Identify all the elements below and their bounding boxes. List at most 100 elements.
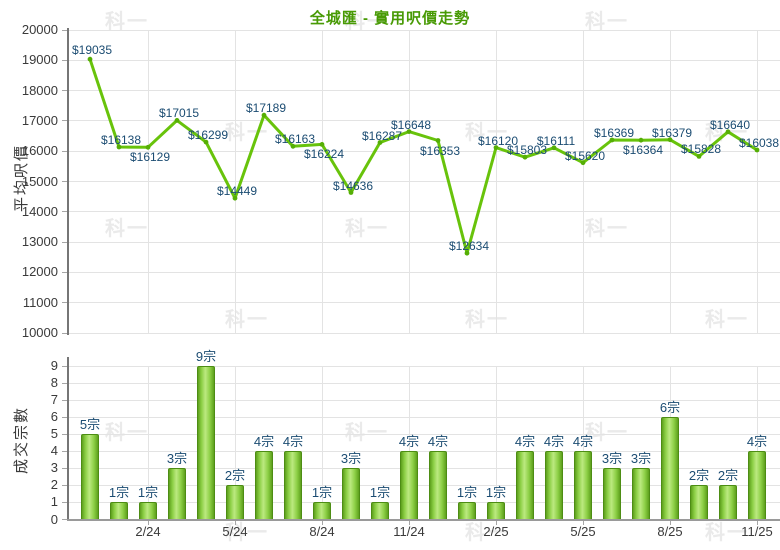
bar bbox=[487, 502, 505, 520]
gridline bbox=[68, 29, 780, 31]
x-axis-line bbox=[67, 519, 780, 521]
x-axis-tick bbox=[322, 521, 323, 525]
bar-value-label: 3宗 bbox=[340, 451, 362, 466]
y-tick-label: 20000 bbox=[21, 22, 58, 37]
bar bbox=[313, 502, 331, 520]
gridline bbox=[756, 366, 758, 520]
x-tick-label: 11/24 bbox=[393, 524, 425, 539]
gridline bbox=[68, 302, 780, 304]
bar bbox=[690, 485, 708, 520]
y-axis-tick bbox=[62, 467, 67, 469]
bar bbox=[748, 451, 766, 520]
gridline bbox=[147, 30, 149, 333]
watermark-text: 科一 bbox=[225, 522, 269, 544]
bar-value-label: 1宗 bbox=[311, 485, 333, 500]
point-value-label: $14636 bbox=[332, 179, 374, 193]
x-tick-label: 2/24 bbox=[135, 524, 161, 539]
bar-value-label: 4宗 bbox=[746, 434, 768, 449]
gridline bbox=[495, 30, 497, 333]
bar-value-label: 1宗 bbox=[137, 485, 159, 500]
gridline bbox=[68, 484, 780, 486]
bar-value-label: 4宗 bbox=[572, 434, 594, 449]
point-value-label: $16379 bbox=[651, 126, 693, 140]
point-value-label: $17015 bbox=[158, 106, 200, 120]
y-axis-tick bbox=[62, 450, 67, 452]
watermark-text: 科一 bbox=[345, 11, 389, 33]
point-value-label: $17189 bbox=[245, 101, 287, 115]
gridline bbox=[68, 90, 780, 92]
y-tick-label: 18000 bbox=[21, 82, 58, 98]
gridline bbox=[495, 366, 497, 520]
y-tick-label: 19000 bbox=[21, 52, 58, 68]
bar bbox=[168, 468, 186, 520]
y-tick-label: 4 bbox=[50, 443, 58, 459]
gridline bbox=[408, 366, 410, 520]
gridline bbox=[582, 366, 584, 520]
point-value-label: $16640 bbox=[709, 118, 751, 132]
x-tick-label: 8/24 bbox=[309, 524, 335, 539]
y-tick-label: 8 bbox=[50, 375, 58, 391]
y-tick-label: 7 bbox=[50, 392, 58, 408]
x-axis-tick bbox=[583, 521, 584, 525]
y-tick-label: 2 bbox=[50, 477, 58, 493]
bar-value-label: 3宗 bbox=[166, 451, 188, 466]
gridline bbox=[582, 30, 584, 333]
x-tick-label: 8/25 bbox=[657, 524, 683, 539]
y-axis-tick bbox=[62, 382, 67, 384]
watermark-text: 科一 bbox=[465, 522, 509, 544]
gridline bbox=[234, 366, 236, 520]
point-value-label: $16287 bbox=[361, 129, 403, 143]
y-axis-line bbox=[67, 28, 69, 335]
bar bbox=[661, 417, 679, 520]
point-value-label: $16138 bbox=[100, 133, 142, 147]
gridline bbox=[68, 241, 780, 243]
watermark-text: 科一 bbox=[225, 309, 269, 331]
bar-value-label: 9宗 bbox=[195, 349, 217, 364]
bar-value-label: 3宗 bbox=[601, 451, 623, 466]
y-axis-tick bbox=[62, 241, 67, 243]
point-value-label: $16120 bbox=[477, 134, 519, 148]
y-tick-label: 14000 bbox=[21, 203, 58, 219]
x-tick-label: 11/25 bbox=[741, 524, 773, 539]
bar bbox=[284, 451, 302, 520]
bar-value-label: 4宗 bbox=[427, 434, 449, 449]
point-value-label: $15828 bbox=[680, 142, 722, 156]
gridline bbox=[408, 30, 410, 333]
chart-title: 全城匯 - 實用呎價走勢 bbox=[309, 10, 471, 27]
point-value-label: $14449 bbox=[216, 184, 258, 198]
bar-value-label: 4宗 bbox=[543, 434, 565, 449]
gridline bbox=[68, 271, 780, 273]
y-axis-tick bbox=[62, 332, 67, 334]
x-axis-tick bbox=[670, 521, 671, 525]
y-axis-tick bbox=[62, 433, 67, 435]
x-axis-tick bbox=[409, 521, 410, 525]
bar bbox=[632, 468, 650, 520]
bar-value-label: 3宗 bbox=[630, 451, 652, 466]
bar bbox=[429, 451, 447, 520]
gridline bbox=[68, 365, 780, 367]
bar bbox=[342, 468, 360, 520]
y-tick-label: 10000 bbox=[21, 325, 58, 340]
bar-value-label: 2宗 bbox=[224, 468, 246, 483]
gridline bbox=[68, 501, 780, 503]
watermark-text: 科一 bbox=[705, 522, 749, 544]
x-axis-tick bbox=[148, 521, 149, 525]
watermark-text: 科一 bbox=[465, 309, 509, 331]
gridline bbox=[68, 416, 780, 418]
y-axis-tick bbox=[62, 416, 67, 418]
x-axis-tick bbox=[757, 521, 758, 525]
bar-value-label: 5宗 bbox=[79, 417, 101, 432]
y-tick-label: 17000 bbox=[21, 112, 58, 128]
point-value-label: $15803 bbox=[506, 143, 548, 157]
point-value-label: $15620 bbox=[564, 149, 606, 163]
point-value-label: $16353 bbox=[419, 144, 461, 158]
bar bbox=[81, 434, 99, 520]
watermark-text: 科一 bbox=[585, 422, 629, 444]
gridline bbox=[68, 467, 780, 469]
y-tick-label: 9 bbox=[50, 358, 58, 374]
bar-value-label: 4宗 bbox=[514, 434, 536, 449]
y-axis-tick bbox=[62, 519, 67, 520]
watermark-text: 科一 bbox=[105, 11, 149, 33]
y-tick-label: 3 bbox=[50, 460, 58, 476]
